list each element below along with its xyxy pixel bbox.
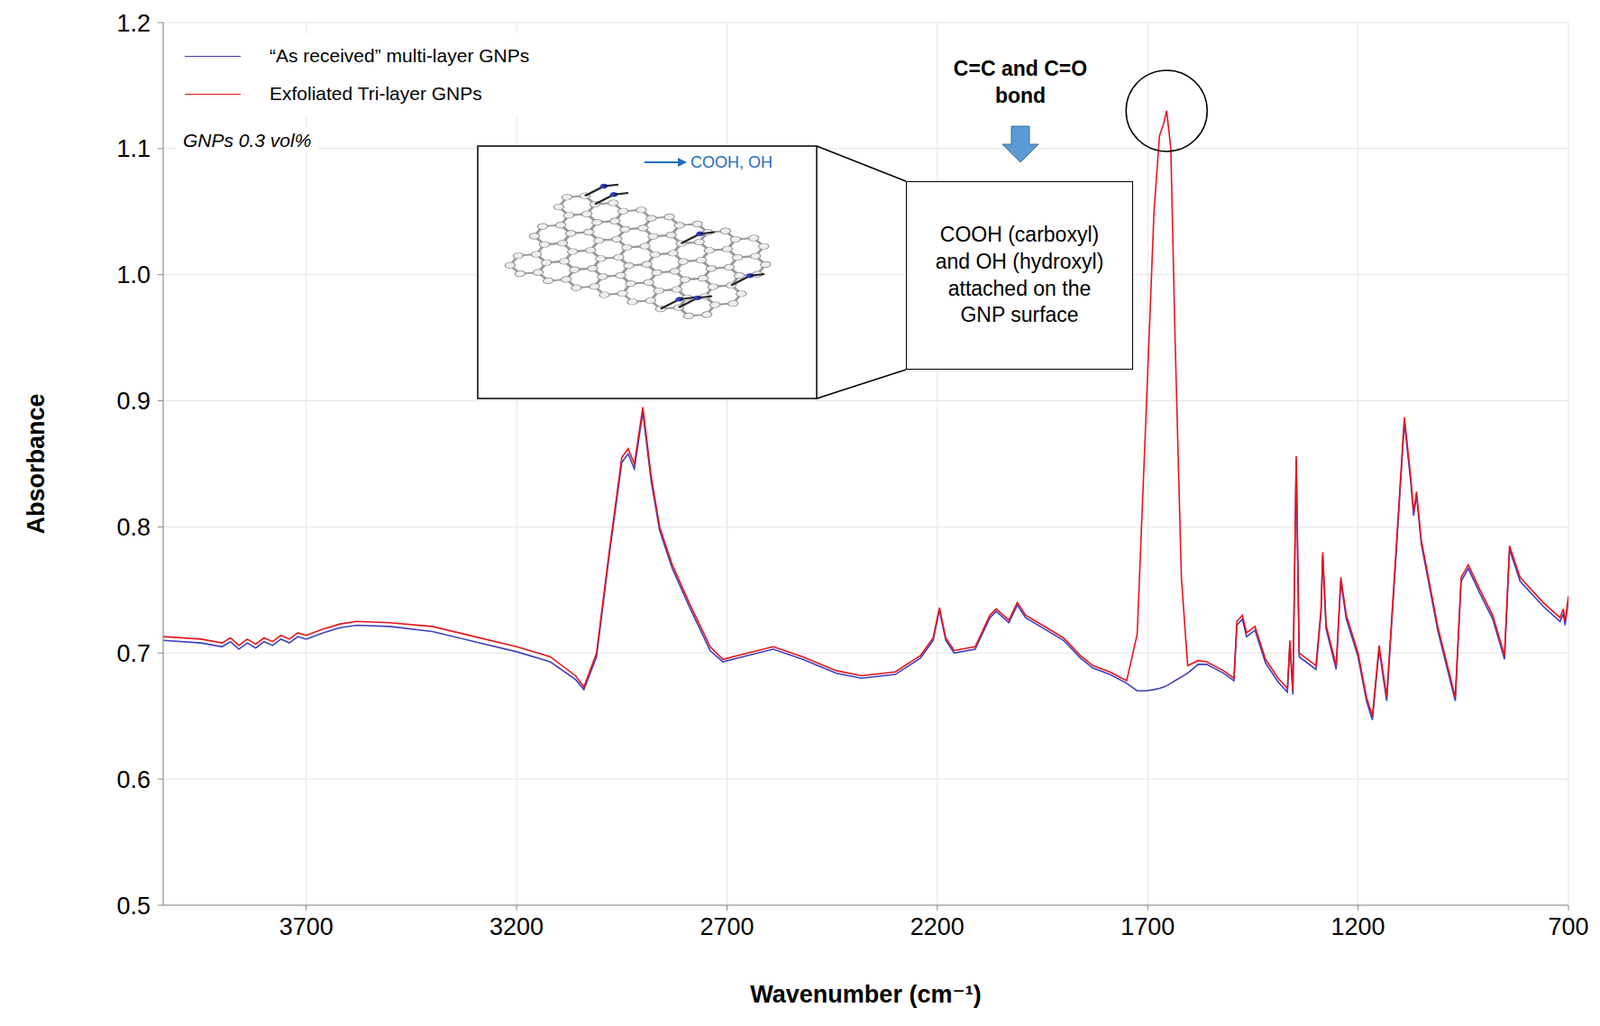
svg-text:1.2: 1.2 <box>116 9 151 37</box>
svg-text:0.7: 0.7 <box>116 640 151 668</box>
svg-text:0.9: 0.9 <box>116 387 151 415</box>
svg-text:Absorbance: Absorbance <box>22 393 50 534</box>
html-text:Exfoliated Tri-layer GNPs: Exfoliated Tri-layer GNPs <box>269 82 483 104</box>
svg-text:Wavenumber (cm⁻¹): Wavenumber (cm⁻¹) <box>749 980 981 1008</box>
svg-text:2200: 2200 <box>910 913 965 941</box>
svg-text:3700: 3700 <box>279 913 334 941</box>
html-text:C=C and C=O bond: C=C and C=O bond <box>953 56 1088 108</box>
svg-text:0.5: 0.5 <box>116 892 151 920</box>
svg-text:1.0: 1.0 <box>116 261 151 289</box>
html-text:GNPs 0.3 vol%: GNPs 0.3 vol% <box>182 129 312 151</box>
svg-text:3200: 3200 <box>489 913 544 941</box>
svg-text:0.8: 0.8 <box>116 513 151 541</box>
svg-text:1700: 1700 <box>1120 913 1175 941</box>
svg-text:COOH, OH: COOH, OH <box>690 153 773 172</box>
svg-text:1200: 1200 <box>1331 913 1386 941</box>
html-text:COOH (carboxyl) and OH (hydrox: COOH (carboxyl) and OH (hydroxyl) attach… <box>935 222 1104 327</box>
svg-text:1.1: 1.1 <box>116 135 151 163</box>
svg-text:700: 700 <box>1547 913 1589 941</box>
html-text:“As received” multi-layer GNPs: “As received” multi-layer GNPs <box>269 45 530 66</box>
svg-text:0.6: 0.6 <box>116 766 151 794</box>
svg-text:2700: 2700 <box>699 913 754 941</box>
